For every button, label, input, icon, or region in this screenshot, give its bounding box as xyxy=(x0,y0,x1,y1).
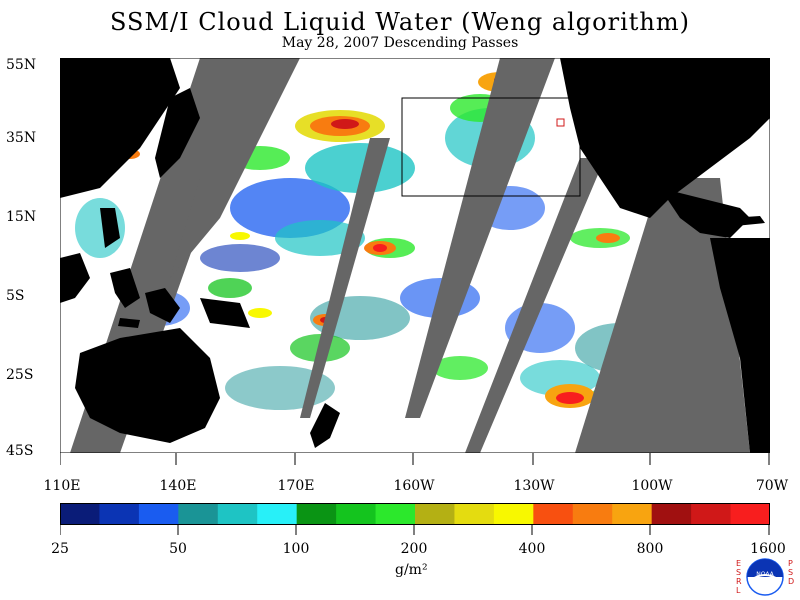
colorbar-swatch xyxy=(60,503,100,525)
colorbar-swatch xyxy=(691,503,732,525)
map-title: SSM/I Cloud Liquid Water (Weng algorithm… xyxy=(109,8,690,36)
lon-label-130w: 130W xyxy=(513,478,555,494)
colorbar-unit: g/m² xyxy=(395,562,428,578)
colorbar-swatch xyxy=(217,503,258,525)
colorbar-label-25: 25 xyxy=(51,541,69,557)
lon-label-170e: 170E xyxy=(277,478,315,494)
lon-label-140e: 140E xyxy=(159,478,197,494)
lat-label-55n: 55N xyxy=(6,57,37,73)
colorbar xyxy=(60,503,770,525)
colorbar-swatch xyxy=(533,503,574,525)
lat-label-5s: 5S xyxy=(6,288,25,304)
colorbar-swatch xyxy=(99,503,140,525)
colorbar-label-100: 100 xyxy=(282,541,310,557)
colorbar-swatch xyxy=(138,503,179,525)
lat-label-35n: 35N xyxy=(6,130,37,146)
lon-label-160w: 160W xyxy=(393,478,435,494)
colorbar-swatch xyxy=(454,503,495,525)
colorbar-swatch xyxy=(257,503,298,525)
colorbar-swatch xyxy=(730,503,770,525)
logo-top-half xyxy=(747,559,783,577)
colorbar-swatch xyxy=(493,503,534,525)
lat-label-45s: 45S xyxy=(6,443,34,459)
land-masses xyxy=(60,58,770,453)
colorbar-swatch xyxy=(415,503,455,525)
colorbar-swatch xyxy=(178,503,219,525)
colorbar-frame xyxy=(60,503,770,525)
colorbar-label-1600: 1600 xyxy=(750,541,786,557)
lat-label-25s: 25S xyxy=(6,367,34,383)
logo-bird xyxy=(750,574,780,581)
lon-label-100w: 100W xyxy=(631,478,673,494)
marker-box xyxy=(556,118,565,127)
colorbar-swatch xyxy=(612,503,653,525)
colorbar-swatch xyxy=(651,503,692,525)
colorbar-label-200: 200 xyxy=(400,541,428,557)
lon-label-70w: 70W xyxy=(755,478,789,494)
cloud-water-map xyxy=(60,58,770,453)
colorbar-swatch xyxy=(572,503,613,525)
logo-center-text: NOAA xyxy=(756,571,774,578)
map-subtitle: May 28, 2007 Descending Passes xyxy=(281,35,519,51)
lat-label-15n: 15N xyxy=(6,209,37,225)
lon-label-110e: 110E xyxy=(43,478,81,494)
colorbar-swatch xyxy=(296,503,337,525)
region-box xyxy=(401,97,581,197)
colorbar-swatch xyxy=(375,503,416,525)
colorbar-ticks xyxy=(60,525,770,535)
lon-ticks xyxy=(60,453,770,465)
colorbar-swatch xyxy=(336,503,377,525)
colorbar-label-400: 400 xyxy=(518,541,546,557)
colorbar-label-50: 50 xyxy=(169,541,187,557)
colorbar-label-800: 800 xyxy=(636,541,664,557)
